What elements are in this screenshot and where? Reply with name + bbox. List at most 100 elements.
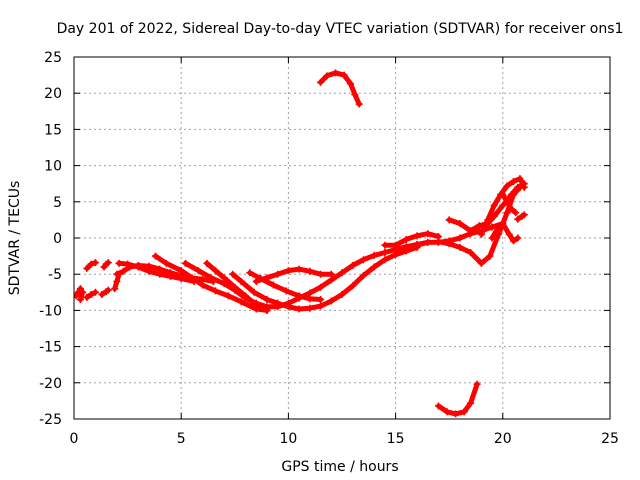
- data-point: [332, 69, 340, 77]
- x-tick-label: 25: [601, 431, 619, 447]
- y-tick-label: -5: [48, 267, 62, 283]
- data-point: [460, 408, 468, 416]
- y-tick-label: 25: [44, 50, 62, 66]
- data-point: [520, 211, 528, 219]
- series-arc-15: [317, 69, 363, 108]
- data-point: [246, 269, 254, 277]
- data-point: [510, 237, 518, 245]
- y-tick-label: -10: [39, 303, 62, 319]
- data-point: [488, 223, 496, 231]
- data-point: [514, 215, 522, 223]
- series-line: [500, 192, 519, 216]
- data-point: [327, 297, 335, 305]
- data-point: [111, 285, 119, 293]
- x-tick-label: 10: [279, 431, 297, 447]
- data-point: [507, 205, 515, 213]
- series-arc-23: [499, 191, 520, 217]
- data-point: [284, 303, 292, 311]
- data-point: [237, 277, 245, 285]
- data-point: [473, 380, 481, 388]
- data-point: [113, 277, 121, 285]
- series-arc-24: [514, 211, 528, 223]
- data-point: [327, 270, 335, 278]
- data-point: [151, 252, 159, 260]
- series-arc-12: [229, 243, 421, 313]
- data-point: [177, 267, 185, 275]
- series-arc-1: [74, 285, 87, 304]
- data-point: [274, 299, 282, 307]
- data-point: [347, 80, 355, 88]
- x-tick-label: 5: [177, 431, 186, 447]
- series-arc-5: [98, 286, 112, 298]
- data-point: [338, 269, 346, 277]
- series-arc-8: [115, 259, 198, 285]
- data-point: [467, 227, 475, 235]
- x-axis-label: GPS time / hours: [281, 459, 398, 475]
- data-point: [434, 238, 442, 246]
- data-point: [177, 275, 185, 283]
- series-arc-16: [381, 230, 442, 249]
- data-point: [317, 78, 325, 86]
- data-point: [306, 267, 314, 275]
- data-point: [203, 259, 211, 267]
- data-point: [490, 201, 498, 209]
- series-line: [153, 253, 270, 313]
- data-point: [91, 288, 99, 296]
- data-point: [250, 288, 258, 296]
- data-point: [145, 267, 153, 275]
- data-point: [212, 267, 220, 275]
- data-point: [392, 251, 400, 259]
- y-tick-label: 0: [53, 231, 62, 247]
- y-tick-label: 20: [44, 86, 62, 102]
- data-point: [156, 270, 164, 278]
- data-point: [306, 304, 314, 312]
- data-point: [370, 263, 378, 271]
- data-point: [317, 296, 325, 304]
- data-point: [162, 259, 170, 267]
- data-point: [263, 274, 271, 282]
- data-point: [413, 241, 421, 249]
- series-arc-11: [203, 259, 271, 314]
- data-point: [104, 286, 112, 294]
- data-point: [115, 259, 123, 267]
- data-point: [340, 71, 348, 79]
- data-point: [212, 287, 220, 295]
- data-point: [284, 267, 292, 275]
- data-point: [269, 281, 277, 289]
- data-point: [263, 306, 271, 314]
- data-point: [83, 293, 91, 301]
- data-point: [510, 178, 518, 186]
- data-point: [181, 259, 189, 267]
- data-point: [349, 262, 357, 270]
- data-point: [359, 272, 367, 280]
- data-point: [452, 410, 460, 418]
- data-point: [242, 292, 250, 300]
- y-tick-label: -15: [39, 340, 62, 356]
- data-point: [282, 287, 290, 295]
- series-line: [230, 244, 420, 312]
- data-point: [456, 220, 464, 228]
- data-point: [424, 238, 432, 246]
- data-point: [295, 292, 303, 300]
- data-point: [98, 290, 106, 298]
- data-point: [91, 259, 99, 267]
- data-point: [514, 183, 522, 191]
- data-point: [488, 234, 496, 242]
- series-arc-3: [83, 288, 99, 301]
- data-point: [413, 232, 421, 240]
- data-point: [237, 298, 245, 306]
- data-point: [220, 274, 228, 282]
- data-point: [477, 259, 485, 267]
- y-axis-label: SDTVAR / TECUs: [7, 181, 23, 296]
- data-point: [224, 292, 232, 300]
- data-point: [484, 216, 492, 224]
- series-arc-19: [434, 380, 481, 418]
- data-series: [74, 69, 528, 418]
- data-point: [381, 241, 389, 249]
- data-point: [252, 277, 260, 285]
- series-arc-2: [83, 259, 99, 272]
- data-point: [87, 290, 95, 298]
- data-point: [443, 408, 451, 416]
- data-point: [113, 270, 121, 278]
